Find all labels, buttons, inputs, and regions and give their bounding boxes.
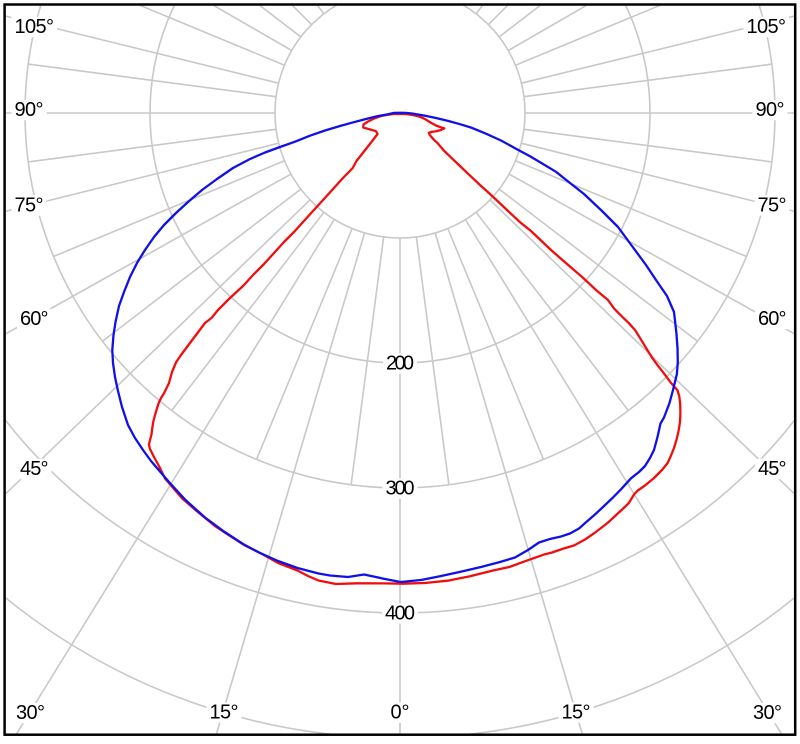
svg-text:105°: 105° [747, 16, 787, 38]
svg-text:90°: 90° [756, 99, 785, 121]
svg-text:30°: 30° [753, 702, 782, 724]
svg-text:60°: 60° [20, 308, 49, 330]
svg-text:400: 400 [385, 603, 415, 625]
svg-text:0°: 0° [391, 702, 410, 724]
svg-text:75°: 75° [758, 195, 787, 217]
svg-text:45°: 45° [20, 458, 49, 480]
svg-text:200: 200 [386, 353, 414, 375]
svg-text:45°: 45° [758, 458, 787, 480]
svg-text:30°: 30° [16, 702, 45, 724]
svg-text:300: 300 [386, 478, 415, 500]
svg-text:105°: 105° [15, 16, 55, 38]
svg-text:15°: 15° [562, 702, 591, 724]
svg-text:60°: 60° [758, 308, 787, 330]
svg-text:75°: 75° [15, 195, 44, 217]
svg-text:90°: 90° [15, 99, 44, 121]
svg-text:15°: 15° [210, 702, 239, 724]
